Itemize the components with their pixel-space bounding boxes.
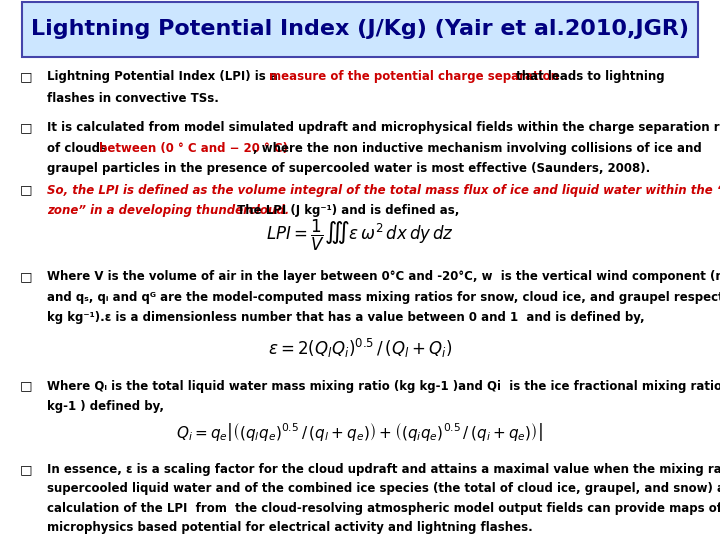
- Text: calculation of the LPI  from  the cloud-resolving atmospheric model output field: calculation of the LPI from the cloud-re…: [47, 502, 720, 515]
- Text: So, the LPI is defined as the volume integral of the total mass flux of ice and : So, the LPI is defined as the volume int…: [47, 184, 720, 197]
- Text: kg kg⁻¹).ε is a dimensionless number that has a value between 0 and 1  and is de: kg kg⁻¹).ε is a dimensionless number tha…: [47, 310, 644, 323]
- Text: □: □: [20, 380, 32, 393]
- Text: , where the non inductive mechanism involving collisions of ice and: , where the non inductive mechanism invo…: [253, 142, 701, 155]
- Text: In essence, ε is a scaling factor for the cloud updraft and attains a maximal va: In essence, ε is a scaling factor for th…: [47, 463, 720, 476]
- Text: It is calculated from model simulated updraft and microphysical fields within th: It is calculated from model simulated up…: [47, 122, 720, 134]
- Text: between (0 ° C and − 20 ° C): between (0 ° C and − 20 ° C): [99, 142, 288, 155]
- Text: zone” in a developing thundercloud.: zone” in a developing thundercloud.: [47, 204, 289, 217]
- Text: supercooled liquid water and of the combined ice species (the total of cloud ice: supercooled liquid water and of the comb…: [47, 482, 720, 495]
- Text: $\varepsilon = 2(Q_l Q_i)^{0.5}\,/\,(Q_l + Q_i)$: $\varepsilon = 2(Q_l Q_i)^{0.5}\,/\,(Q_l…: [268, 337, 452, 360]
- Text: Lightning Potential Index (LPI) is a: Lightning Potential Index (LPI) is a: [47, 70, 282, 83]
- Text: Lightning Potential Index (J/Kg) (Yair et al.2010,JGR): Lightning Potential Index (J/Kg) (Yair e…: [31, 19, 689, 39]
- Text: that leads to lightning: that leads to lightning: [512, 70, 665, 83]
- Text: □: □: [20, 463, 32, 476]
- Text: graupel particles in the presence of supercooled water is most effective (Saunde: graupel particles in the presence of sup…: [47, 162, 650, 175]
- Text: $LPI = \dfrac{1}{V} \iiint \varepsilon\, \omega^2\, dx\,dy\,dz$: $LPI = \dfrac{1}{V} \iiint \varepsilon\,…: [266, 217, 454, 253]
- Text: Where V is the volume of air in the layer between 0°C and -20°C, w  is the verti: Where V is the volume of air in the laye…: [47, 270, 720, 283]
- Text: □: □: [20, 70, 32, 83]
- Text: The LPI (J kg⁻¹) and is defined as,: The LPI (J kg⁻¹) and is defined as,: [233, 204, 459, 217]
- Text: flashes in convective TSs.: flashes in convective TSs.: [47, 92, 219, 105]
- Text: Where Qₗ is the total liquid water mass mixing ratio (kg kg-1 )and Qi  is the ic: Where Qₗ is the total liquid water mass …: [47, 380, 720, 393]
- Text: measure of the potential charge separation: measure of the potential charge separati…: [269, 70, 559, 83]
- Text: and qₛ, qᵢ and qᴳ are the model-computed mass mixing ratios for snow, cloud ice,: and qₛ, qᵢ and qᴳ are the model-computed…: [47, 291, 720, 303]
- Text: kg-1 ) defined by,: kg-1 ) defined by,: [47, 400, 164, 413]
- Text: □: □: [20, 122, 32, 134]
- Text: microphysics based potential for electrical activity and lightning flashes.: microphysics based potential for electri…: [47, 521, 533, 534]
- Text: □: □: [20, 270, 32, 283]
- Text: of clouds: of clouds: [47, 142, 111, 155]
- Text: $Q_i = q_e \left|\left((q_l q_e)^{0.5}\,/\,(q_l + q_e)\right) + \left((q_i q_e)^: $Q_i = q_e \left|\left((q_l q_e)^{0.5}\,…: [176, 421, 544, 443]
- Text: □: □: [20, 184, 32, 197]
- FancyBboxPatch shape: [22, 2, 698, 57]
